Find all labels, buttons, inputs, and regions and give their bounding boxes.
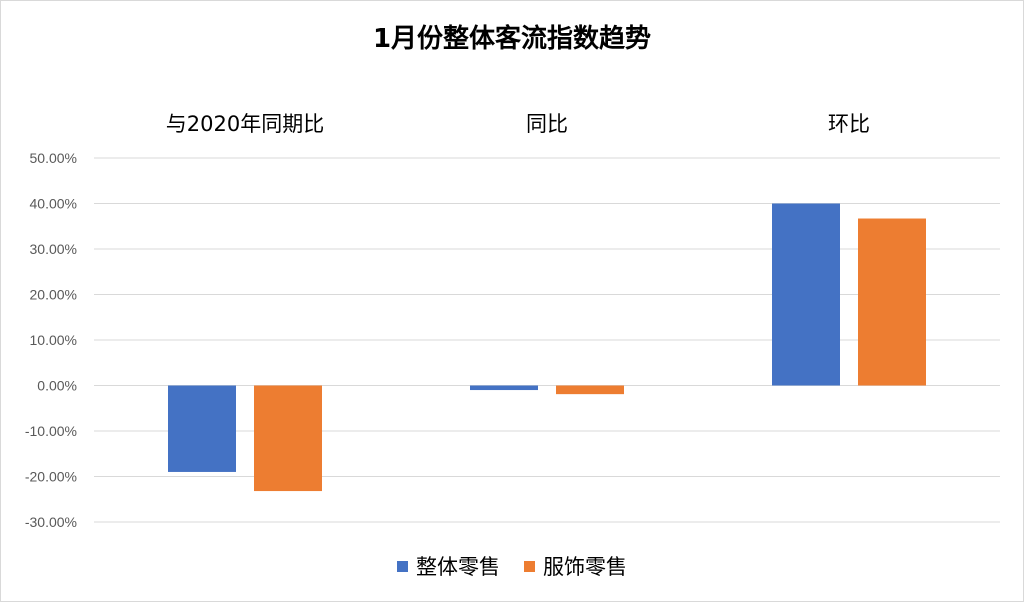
category-label: 同比	[526, 112, 568, 136]
legend-swatch-series-2	[524, 560, 535, 572]
y-tick-label: 0.00%	[37, 378, 77, 394]
bar-1-1	[168, 385, 236, 472]
legend-label-series-2: 服饰零售	[543, 555, 627, 579]
y-tick-label: -30.00%	[25, 514, 77, 530]
y-tick-label: 40.00%	[30, 196, 77, 212]
y-axis-tick-labels: 50.00% 40.00% 30.00% 20.00% 10.00% 0.00% -10.0…	[25, 150, 77, 530]
bar-2-2	[556, 385, 624, 395]
y-tick-label: 10.00%	[30, 332, 77, 348]
category-label: 与2020年同期比	[166, 112, 324, 136]
gridlines	[94, 157, 1000, 523]
bar-2-1	[254, 385, 322, 492]
legend-swatch-series-1	[397, 560, 408, 572]
bar-1-3	[772, 203, 840, 386]
y-tick-label: -10.00%	[25, 423, 77, 439]
category-labels: 与2020年同期比 同比 环比	[166, 112, 870, 136]
chart-title: 1月份整体客流指数趋势	[372, 24, 652, 54]
legend-item-series-1: 整体零售	[397, 551, 500, 581]
legend: 整体零售 服饰零售	[0, 551, 1024, 581]
bars	[168, 203, 926, 492]
y-tick-label: 50.00%	[30, 150, 77, 166]
bar-1-2	[470, 385, 538, 391]
y-tick-label: 20.00%	[30, 287, 77, 303]
bar-2-3	[858, 218, 926, 386]
category-label: 环比	[828, 112, 870, 136]
y-tick-label: 30.00%	[30, 241, 77, 257]
y-tick-label: -20.00%	[25, 469, 77, 485]
legend-label-series-1: 整体零售	[416, 555, 500, 579]
legend-item-series-2: 服饰零售	[524, 551, 627, 581]
